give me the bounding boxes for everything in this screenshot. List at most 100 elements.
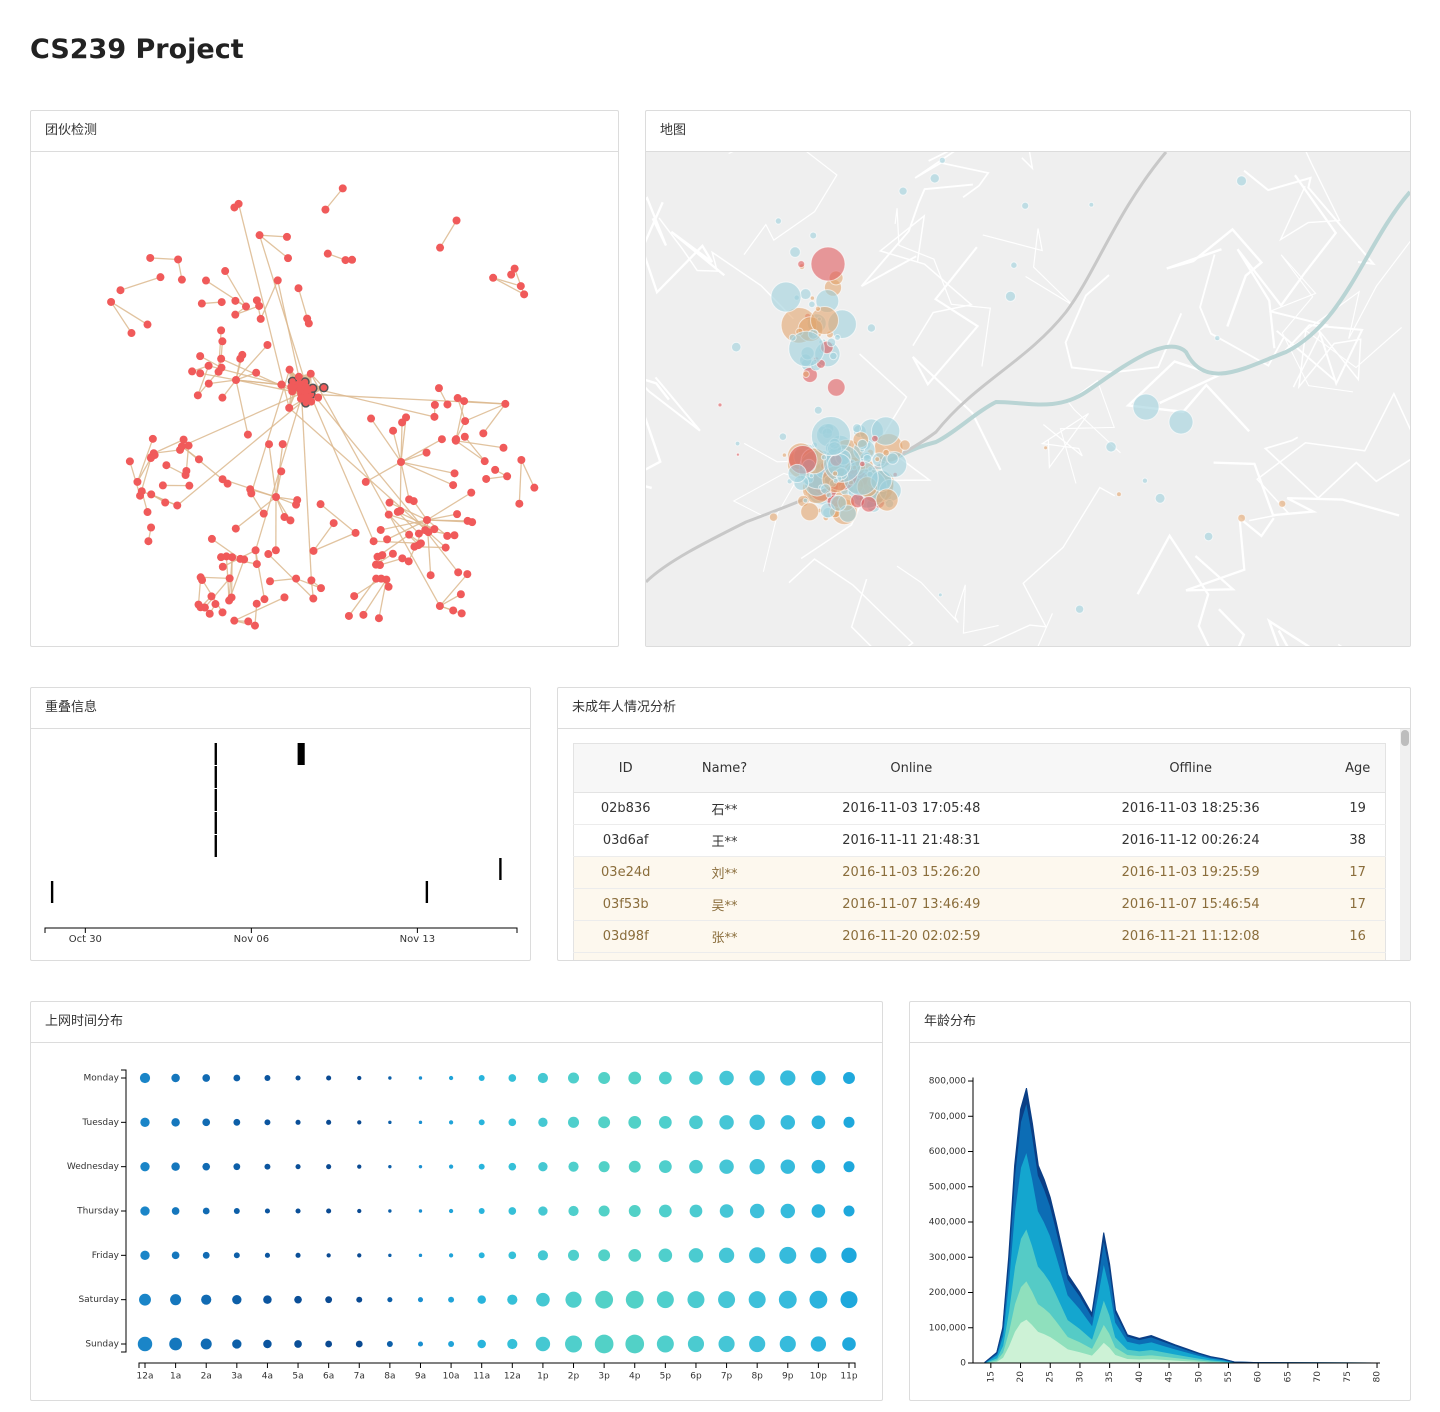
panel-title: 团伙检测 — [31, 111, 618, 152]
x-tick-label: 1p — [537, 1372, 549, 1382]
dot — [688, 1248, 704, 1263]
x-axis — [138, 1362, 856, 1368]
map-bubble — [1021, 201, 1030, 210]
table-row: 03e24d 刘** 2016-11-03 15:26:20 2016-11-03 1… — [573, 856, 1386, 889]
dot — [233, 1074, 241, 1082]
x-tick-label: 3a — [231, 1372, 242, 1382]
node — [252, 296, 261, 305]
table-cell: 02b836 — [573, 792, 678, 825]
node — [252, 368, 261, 377]
edge — [235, 496, 277, 530]
node — [198, 576, 207, 585]
node — [177, 275, 186, 284]
node — [460, 397, 469, 406]
dot — [689, 1204, 703, 1218]
nodes — [107, 184, 539, 630]
table-cell: 16 — [1330, 952, 1386, 960]
dot — [842, 1337, 856, 1351]
x-tick-label: 7p — [721, 1372, 733, 1382]
dot — [625, 1290, 644, 1309]
node — [510, 264, 519, 273]
edge — [400, 461, 455, 474]
node — [351, 528, 360, 537]
table-cell: 2016-11-03 17:05:48 — [771, 792, 1051, 825]
dot — [749, 1203, 765, 1219]
edge — [312, 387, 435, 418]
node — [218, 475, 227, 484]
event-bar — [297, 743, 305, 765]
x-tick-label: 1a — [170, 1372, 181, 1382]
edge — [234, 596, 285, 622]
scrollbar[interactable] — [1400, 729, 1410, 960]
node — [243, 430, 252, 439]
table-row: 03f53b 吴** 2016-11-07 13:46:49 2016-11-07 1… — [573, 888, 1386, 921]
highway — [646, 152, 1168, 584]
node — [221, 267, 230, 276]
dot — [295, 1252, 301, 1258]
dot — [263, 1339, 272, 1349]
dot — [140, 1206, 150, 1216]
dot — [719, 1070, 734, 1086]
map-bubble — [717, 402, 723, 408]
edge — [250, 369, 291, 494]
node — [398, 418, 407, 427]
edge — [464, 403, 506, 422]
y-tick-label: Tuesday — [81, 1118, 119, 1128]
dot — [687, 1291, 705, 1309]
map-bubble — [809, 295, 816, 301]
node — [309, 546, 318, 555]
x-tick-label: 12a — [137, 1372, 154, 1382]
dot — [137, 1336, 153, 1352]
y-tick-label: 200,000 — [929, 1288, 966, 1298]
map-bubble — [866, 323, 877, 333]
dot — [202, 1162, 211, 1171]
dot — [689, 1071, 703, 1085]
node — [414, 529, 423, 538]
edge — [260, 280, 279, 320]
node — [384, 582, 393, 591]
dot — [388, 1164, 392, 1169]
event-bar — [499, 858, 502, 880]
node — [205, 609, 214, 618]
node — [260, 595, 269, 604]
map-bubble — [731, 341, 742, 353]
dot — [658, 1248, 673, 1263]
dot — [656, 1291, 674, 1309]
dot — [477, 1339, 486, 1349]
node — [435, 602, 444, 611]
node — [217, 363, 226, 372]
x-tick-label: 6a — [323, 1372, 334, 1382]
node — [143, 508, 152, 517]
x-tick-label: 80 — [1373, 1371, 1383, 1383]
edge — [237, 203, 290, 409]
node — [467, 488, 476, 497]
y-tick-label: 800,000 — [929, 1077, 966, 1087]
scrollbar-thumb[interactable] — [1401, 730, 1409, 746]
node — [461, 417, 470, 426]
node — [286, 516, 295, 525]
map-bubble — [1236, 175, 1248, 187]
node — [158, 481, 167, 490]
node — [147, 490, 156, 499]
dot — [749, 1159, 765, 1175]
node — [436, 243, 445, 252]
edge — [482, 403, 506, 434]
node — [317, 584, 326, 593]
dot — [598, 1205, 610, 1217]
node — [185, 481, 194, 490]
dot — [448, 1253, 454, 1258]
dot — [388, 1253, 392, 1258]
node — [255, 231, 264, 240]
node — [177, 442, 186, 451]
node — [292, 574, 301, 583]
map-bubble — [871, 434, 879, 443]
dot — [749, 1114, 765, 1130]
node — [430, 412, 439, 421]
table-cell: 张** — [677, 952, 772, 960]
dot — [448, 1075, 454, 1081]
node — [385, 498, 394, 507]
event-bar — [425, 881, 429, 903]
dot — [749, 1247, 766, 1264]
edge — [439, 593, 462, 607]
node — [144, 537, 153, 546]
